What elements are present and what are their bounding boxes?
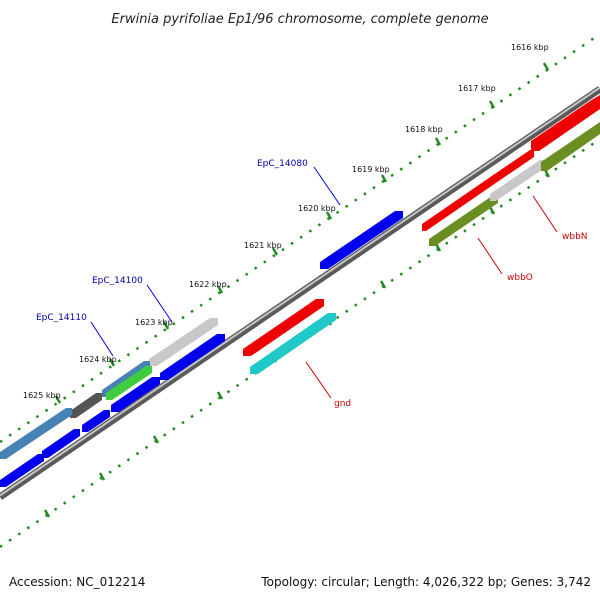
gene-blue-5[interactable] — [0, 454, 44, 487]
accession-text: Accession: NC_012214 — [9, 575, 146, 589]
gene-olive-wbbo[interactable] — [429, 196, 498, 246]
gene-callouts: wbbN wbbO gnd — [305, 195, 588, 409]
wbbn-label: wbbN — [562, 232, 588, 242]
gene-blue-3[interactable] — [82, 410, 110, 432]
kbp-1616: 1616 kbp — [511, 43, 549, 52]
kbp-1623: 1623 kbp — [135, 318, 173, 327]
kbp-1619: 1619 kbp — [352, 165, 390, 174]
epc-14100-label: EpC_14100 — [92, 276, 143, 286]
gene-blue-1[interactable] — [160, 334, 225, 380]
kbp-1621: 1621 kbp — [244, 241, 282, 250]
kbp-1624: 1624 kbp — [79, 355, 117, 364]
gene-forward-darkgrey[interactable] — [70, 393, 102, 418]
topology-text: Topology: circular; Length: 4,026,322 bp… — [261, 575, 591, 589]
kbp-1618: 1618 kbp — [405, 125, 443, 134]
locus-callouts: EpC_14080 EpC_14100 EpC_14110 — [36, 159, 341, 357]
kbp-labels: 1616 kbp 1617 kbp 1618 kbp 1619 kbp 1620… — [23, 43, 549, 400]
gene-gnd-red[interactable] — [243, 299, 324, 356]
gene-forward-red-2[interactable] — [483, 150, 534, 189]
kbp-1622: 1622 kbp — [189, 280, 227, 289]
gnd-label: gnd — [334, 399, 351, 409]
epc-14110-label: EpC_14110 — [36, 313, 87, 323]
epc-14080-label: EpC_14080 — [257, 159, 308, 169]
gene-forward-red-3[interactable] — [531, 95, 600, 151]
forward-genes — [0, 95, 600, 459]
gene-grey-wbbn[interactable] — [490, 160, 546, 201]
outer-major-ticks — [54, 62, 550, 404]
gene-olive-right[interactable] — [541, 122, 600, 171]
kbp-1625: 1625 kbp — [23, 391, 61, 400]
map-title: Erwinia pyrifoliae Ep1/96 chromosome, co… — [111, 12, 488, 27]
genome-backbone — [0, 86, 600, 500]
gene-gnd-cyan[interactable] — [250, 313, 336, 374]
outer-tick-ring — [0, 32, 600, 444]
wbbo-label: wbbO — [507, 273, 533, 283]
gene-forward-steel[interactable] — [0, 408, 72, 459]
kbp-1620: 1620 kbp — [298, 204, 336, 213]
gene-epc-14100[interactable] — [149, 318, 218, 366]
reverse-genes — [0, 122, 600, 487]
kbp-1617: 1617 kbp — [458, 84, 496, 93]
gene-blue-2[interactable] — [111, 377, 160, 412]
gene-forward-red-1[interactable] — [422, 180, 490, 231]
gene-epc-14080[interactable] — [320, 211, 403, 269]
gene-blue-4[interactable] — [42, 429, 80, 458]
gene-green[interactable] — [106, 366, 152, 400]
